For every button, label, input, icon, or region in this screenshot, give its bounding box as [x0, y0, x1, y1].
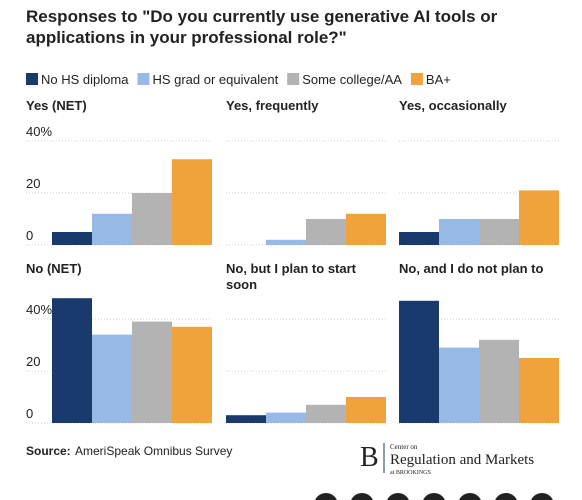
- source-text: AmeriSpeak Omnibus Survey: [75, 444, 232, 458]
- bar: [306, 219, 346, 245]
- panel-title: Yes, frequently: [226, 98, 319, 113]
- legend-label: HS grad or equivalent: [152, 72, 278, 87]
- logo-line1: Center on: [390, 443, 418, 451]
- bar: [92, 213, 132, 245]
- bar: [132, 321, 172, 423]
- share-icons: [315, 493, 553, 500]
- chart-title: Responses to "Do you currently use gener…: [26, 7, 498, 26]
- panel-title: No, but I plan to start: [226, 261, 357, 276]
- bar: [52, 232, 92, 245]
- bar: [266, 412, 306, 423]
- legend-label: Some college/AA: [302, 72, 402, 87]
- logo-letter: B: [360, 442, 379, 473]
- logo-line3: at BROOKINGS: [390, 470, 431, 476]
- bar: [479, 339, 519, 423]
- bar: [399, 300, 439, 423]
- y-tick-label: 0: [26, 228, 33, 243]
- y-tick-label: 40%: [26, 302, 52, 317]
- chart-title: applications in your professional role?": [26, 28, 347, 47]
- bar: [266, 239, 306, 245]
- bar: [132, 193, 172, 245]
- y-tick-label: 40%: [26, 124, 52, 139]
- bar: [226, 415, 266, 423]
- bar: [52, 298, 92, 423]
- y-tick-label: 0: [26, 406, 33, 421]
- bar: [172, 326, 212, 423]
- logo-line2: Regulation and Markets: [390, 452, 534, 468]
- panel-title: soon: [226, 277, 257, 292]
- bar: [479, 219, 519, 245]
- legend-swatch: [287, 73, 300, 85]
- legend-swatch: [410, 73, 423, 85]
- legend-label: BA+: [426, 72, 451, 87]
- bar: [439, 219, 479, 245]
- panel-title: No (NET): [26, 261, 82, 276]
- legend-swatch: [26, 73, 38, 85]
- bar: [172, 159, 212, 245]
- panel-title: Yes (NET): [26, 98, 87, 113]
- bar: [346, 213, 386, 245]
- bar: [306, 404, 346, 423]
- bar: [346, 397, 386, 423]
- bar: [399, 232, 439, 245]
- bar: [439, 347, 479, 423]
- bar: [519, 190, 559, 245]
- panel-title: No, and I do not plan to: [399, 261, 543, 276]
- legend-label: No HS diploma: [41, 72, 129, 87]
- y-tick-label: 20: [26, 176, 40, 191]
- panel-title: Yes, occasionally: [399, 98, 507, 113]
- y-tick-label: 20: [26, 354, 40, 369]
- legend-swatch: [137, 73, 150, 85]
- source-label: Source:: [26, 444, 71, 458]
- bar: [92, 334, 132, 423]
- bar: [519, 358, 559, 423]
